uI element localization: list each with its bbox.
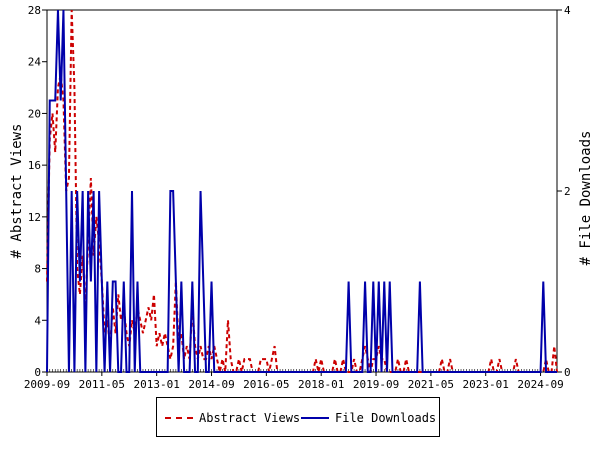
x-tick-label: 2014-09 <box>188 378 234 391</box>
legend-swatch-file-downloads <box>301 417 329 419</box>
x-tick-label: 2023-01 <box>463 378 509 391</box>
x-tick-label: 2016-05 <box>243 378 289 391</box>
x-tick-label: 2019-09 <box>353 378 399 391</box>
legend-label-file-downloads: File Downloads <box>335 411 437 425</box>
x-tick-label: 2018-01 <box>298 378 344 391</box>
x-tick-label: 2013-01 <box>133 378 179 391</box>
x-tick-label: 2021-05 <box>408 378 454 391</box>
series-layer <box>46 9 558 373</box>
legend-label-abstract-views: Abstract Views <box>199 411 301 425</box>
x-tick-label: 2011-05 <box>79 378 125 391</box>
y-right-tick-label: 0 <box>564 366 571 379</box>
x-tick-label: 2009-09 <box>24 378 70 391</box>
y-right-tick-label: 2 <box>564 185 571 198</box>
y-left-tick-label: 28 <box>28 4 41 17</box>
legend: Abstract Views File Downloads <box>156 397 440 437</box>
y-right-tick-label: 4 <box>564 4 571 17</box>
y-left-tick-label: 24 <box>28 56 42 69</box>
legend-item-file-downloads: File Downloads <box>301 411 436 425</box>
y-left-tick-label: 12 <box>28 211 41 224</box>
y-left-axis-title: # Abstract Views <box>9 124 25 259</box>
y-left-tick-label: 16 <box>28 159 41 172</box>
y-right-axis-title: # File Downloads <box>578 131 594 266</box>
y-left-tick-label: 20 <box>28 107 41 120</box>
series-line-file-downloads <box>46 9 557 373</box>
y-left-tick-label: 8 <box>34 263 41 276</box>
x-tick-label: 2024-09 <box>517 378 563 391</box>
y-left-tick-label: 0 <box>34 366 41 379</box>
y-left-tick-label: 4 <box>34 314 41 327</box>
legend-swatch-abstract-views <box>165 417 193 419</box>
legend-item-abstract-views: Abstract Views <box>165 411 300 425</box>
